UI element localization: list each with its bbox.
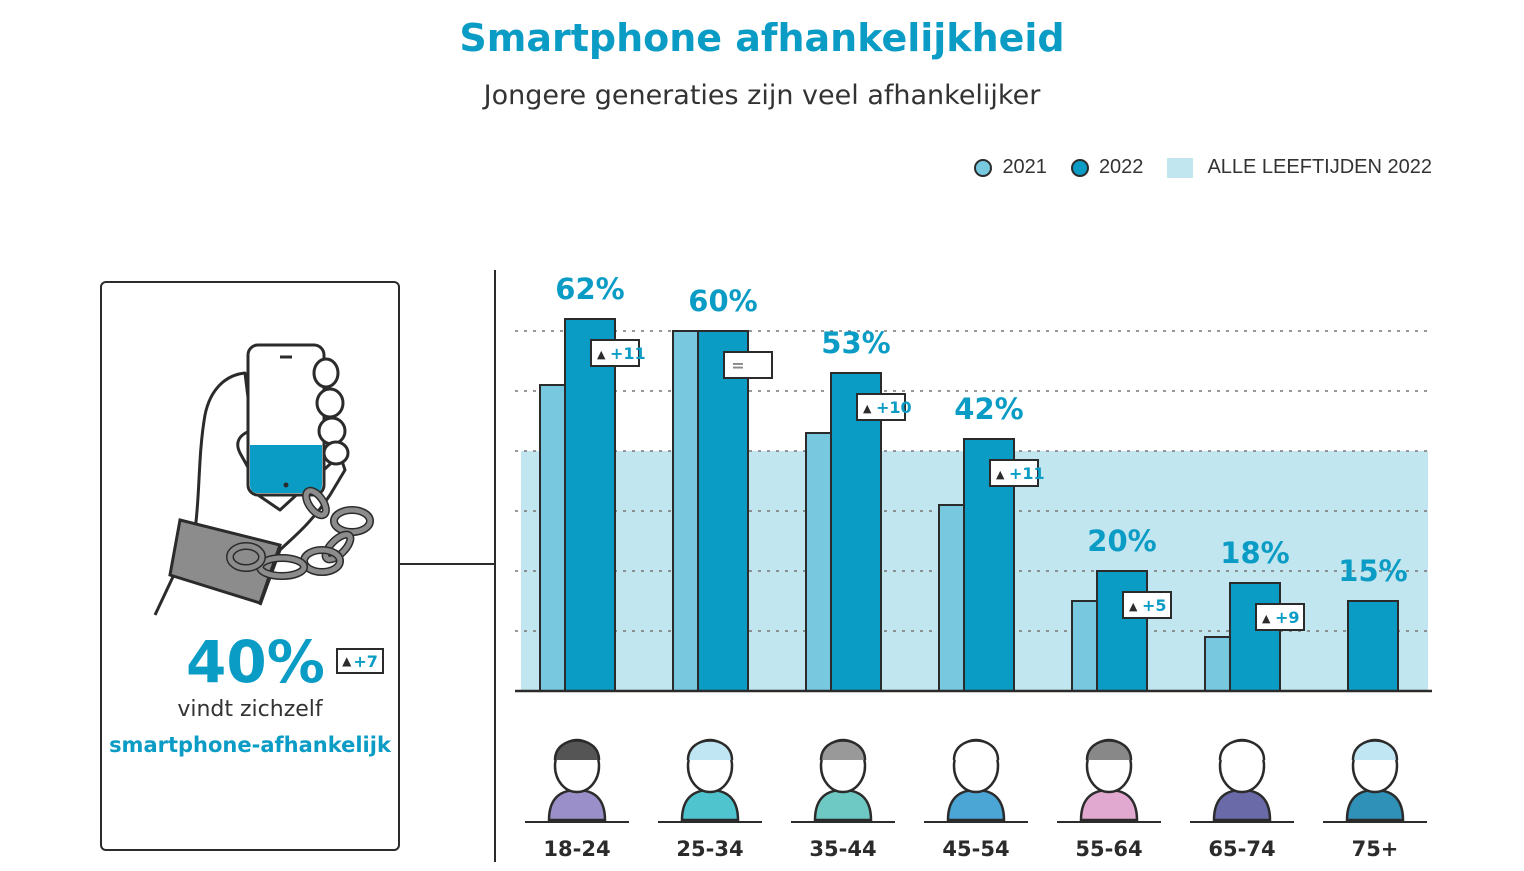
legend-label-2022: 2022 [1098,156,1144,178]
avatar-hair-35-44 [819,739,867,761]
category-label-45-54: 45-54 [942,837,1009,861]
up-triangle-icon: ▲ [597,348,606,361]
legend-item-2021: 2021 [974,156,1047,179]
summary-change-value: +7 [353,651,378,671]
legend-label-all-ages: ALLE LEEFTIJDEN 2022 [1207,156,1432,178]
change-badge-45-54 [989,459,1039,487]
page-title: Smartphone afhankelijkheid [459,16,1065,60]
up-triangle-icon: ▲ [996,468,1005,481]
change-badge-35-44 [856,393,906,421]
bar-2021-65-74 [1204,636,1232,692]
avatar-body-55-64 [1079,788,1139,822]
avatar-hair-18-24 [553,739,601,761]
bar-2021-25-34 [672,330,700,692]
avatar-hair-55-64 [1085,739,1133,761]
avatar-body-25-34 [680,788,740,822]
bar-2022-55-64 [1096,570,1148,692]
up-triangle-icon: ▲ [863,402,872,415]
bar-2022-25-34 [697,330,749,692]
avatar-body-75+ [1345,788,1405,822]
category-label-35-44: 35-44 [809,837,876,861]
avatar-body-18-24 [547,788,607,822]
summary-text-line2: smartphone-afhankelijk [109,733,391,757]
legend-dot-2022 [1070,158,1089,177]
value-label-35-44: 53% [821,326,890,360]
up-triangle-icon: ▲ [1129,600,1138,613]
change-badge-25-34 [723,351,773,379]
avatar-hair-65-74 [1218,739,1266,761]
avatar-body-35-44 [813,788,873,822]
summary-text-line1: vindt zichzelf [177,697,323,722]
change-value-25-34: = [731,356,744,375]
category-label-55-64: 55-64 [1075,837,1142,861]
page-subtitle: Jongere generaties zijn veel afhankelijk… [483,80,1041,111]
panel-connector-line [400,563,495,565]
category-label-65-74: 65-74 [1208,837,1275,861]
change-badge-65-74 [1255,603,1305,631]
summary-change-badge: ▲ +7 [336,648,384,674]
legend: 2021 2022 ALLE LEEFTIJDEN 2022 [950,156,1432,179]
avatar-body-45-54 [946,788,1006,822]
legend-swatch-all-ages [1167,157,1194,178]
bar-2021-18-24 [539,384,567,692]
avatar-hair-75+ [1351,739,1399,761]
change-badge-18-24 [590,339,640,367]
value-label-55-64: 20% [1087,524,1156,558]
change-value-35-44: +10 [876,398,912,417]
value-label-65-74: 18% [1220,536,1289,570]
change-value-45-54: +11 [1009,464,1045,483]
avatar-body-65-74 [1212,788,1272,822]
up-triangle-icon: ▲ [1262,612,1271,625]
summary-percentage: 40% [186,628,325,696]
avatar-hair-25-34 [686,739,734,761]
bar-2022-75+ [1347,600,1399,692]
bar-2021-55-64 [1071,600,1099,692]
change-badge-55-64 [1122,591,1172,619]
legend-label-2021: 2021 [1002,156,1047,178]
up-triangle-icon: ▲ [342,654,352,668]
change-value-55-64: +5 [1142,596,1167,615]
category-label-75+: 75+ [1352,837,1399,861]
legend-item-2022: 2022 [1070,156,1144,179]
change-value-65-74: +9 [1275,608,1300,627]
legend-dot-2021 [974,158,993,177]
bar-2021-35-44 [805,432,833,692]
value-label-45-54: 42% [954,392,1023,426]
bar-2022-18-24 [564,318,616,692]
avatar-hair-45-54 [952,739,1000,761]
chained-phone-illustration [153,343,374,616]
bar-2021-45-54 [938,504,966,692]
value-label-75+: 15% [1338,554,1407,588]
value-label-18-24: 62% [555,272,624,306]
chart-left-border [494,270,496,862]
category-label-25-34: 25-34 [676,837,743,861]
category-label-18-24: 18-24 [543,837,610,861]
legend-item-all-ages: ALLE LEEFTIJDEN 2022 [1167,156,1432,179]
change-value-18-24: +11 [610,344,646,363]
value-label-25-34: 60% [688,284,757,318]
bar-2022-65-74 [1229,582,1281,692]
